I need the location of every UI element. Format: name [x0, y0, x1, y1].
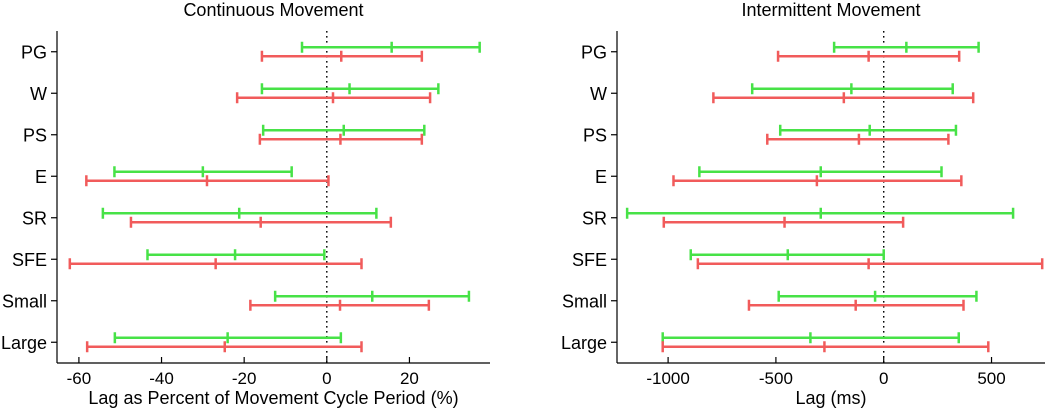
x-tick-label: -1000 — [646, 369, 689, 388]
y-tick-label: Small — [2, 291, 47, 311]
errorbar-green-W — [260, 83, 440, 95]
y-tick-label: SFE — [572, 250, 607, 270]
y-tick-label: Small — [562, 291, 607, 311]
errorbar-red-SFE — [68, 258, 363, 270]
x-tick-label: 500 — [977, 369, 1005, 388]
errorbar-red-Small — [747, 299, 965, 311]
y-tick-label: E — [35, 167, 47, 187]
errorbar-red-E — [672, 175, 963, 187]
errorbar-green-PS — [778, 124, 958, 136]
errorbar-red-PG — [776, 50, 961, 62]
x-tick-label: 20 — [400, 369, 419, 388]
chart-title: Continuous Movement — [183, 0, 363, 20]
errorbar-green-SFE — [689, 249, 885, 261]
x-axis-label: Lag (ms) — [795, 388, 866, 408]
x-tick-label: -40 — [149, 369, 174, 388]
errorbar-green-Small — [777, 290, 978, 302]
errorbar-red-SR — [129, 216, 393, 228]
errorbar-red-W — [712, 92, 975, 104]
y-tick-label: W — [30, 84, 47, 104]
errorbar-green-Large — [661, 332, 961, 344]
errorbar-green-Small — [273, 290, 471, 302]
errorbar-green-E — [113, 166, 293, 178]
y-tick-label: PS — [583, 125, 607, 145]
y-tick-label: SFE — [12, 250, 47, 270]
errorbar-red-SFE — [696, 258, 1044, 270]
errorbar-red-W — [235, 92, 432, 104]
y-tick-label: SR — [22, 208, 47, 228]
errorbar-red-PS — [766, 133, 950, 145]
errorbar-red-Large — [85, 341, 363, 353]
errorbar-green-W — [750, 83, 954, 95]
errorbar-red-PG — [260, 50, 424, 62]
x-tick-label: 0 — [879, 369, 888, 388]
errorbar-green-SR — [101, 207, 378, 219]
errorbar-red-PS — [258, 133, 424, 145]
errorbar-green-PG — [832, 41, 980, 53]
errorbar-red-E — [85, 175, 330, 187]
errorbar-green-E — [698, 166, 943, 178]
errorbar-red-SR — [662, 216, 905, 228]
errorbar-red-Large — [661, 341, 990, 353]
y-tick-label: PG — [581, 42, 607, 62]
errorbar-green-PG — [300, 41, 481, 53]
y-tick-label: E — [595, 167, 607, 187]
chart-title: Intermittent Movement — [741, 0, 920, 20]
x-tick-label: 0 — [322, 369, 331, 388]
y-tick-label: PG — [21, 42, 47, 62]
x-axis-label: Lag as Percent of Movement Cycle Period … — [88, 388, 458, 408]
x-tick-label: -60 — [67, 369, 92, 388]
y-tick-label: PS — [23, 125, 47, 145]
y-tick-label: Large — [1, 333, 47, 353]
errorbar-green-Large — [113, 332, 343, 344]
y-tick-label: W — [590, 84, 607, 104]
x-tick-label: -20 — [232, 369, 257, 388]
x-tick-label: -500 — [759, 369, 793, 388]
errorbar-green-PS — [261, 124, 426, 136]
chart-continuous-movement: -60 -40 -20 0 20 PG W PS E SR SFE Small Large Continu… — [1, 0, 490, 408]
errorbar-green-SFE — [146, 249, 326, 261]
chart-intermittent-movement: -1000 -500 0 500 PG W PS E SR SFE Small Large Interm… — [561, 0, 1045, 408]
errorbar-green-SR — [625, 207, 1015, 219]
y-tick-label: Large — [561, 333, 607, 353]
errorbar-red-Small — [249, 299, 431, 311]
y-tick-label: SR — [582, 208, 607, 228]
